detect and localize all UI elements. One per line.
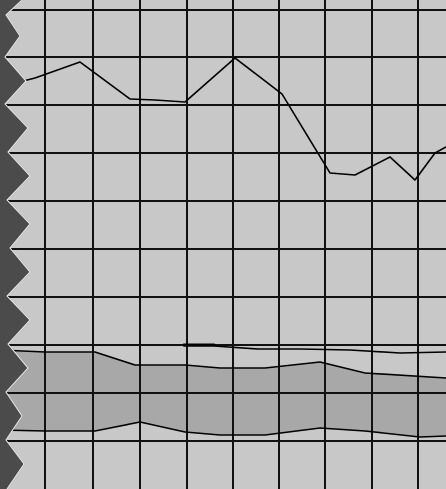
vertical-grid-lines	[0, 0, 419, 489]
zigzag-border-highlight	[4, 0, 31, 489]
band-lower-edge-line	[0, 421, 446, 438]
horizontal-grid-lines	[0, 9, 446, 442]
top-trace-line	[0, 57, 446, 181]
band-upper-edge-line	[0, 349, 446, 379]
traces	[0, 57, 446, 438]
left-border	[0, 0, 31, 489]
